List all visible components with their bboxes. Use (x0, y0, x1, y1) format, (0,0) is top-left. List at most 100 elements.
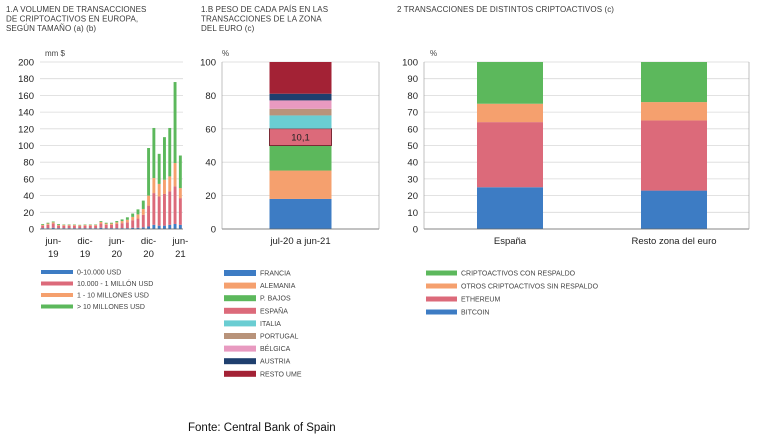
panel-2-bar-segment (641, 120, 707, 191)
panel-1a-xtick-label: jun- (108, 236, 125, 247)
panel-1a-bar-segment (115, 223, 119, 229)
panel-1b-title-line: TRANSACCIONES DE LA ZONA (201, 15, 322, 24)
panel-1b-legend-label: FRANCIA (260, 271, 291, 278)
panel-1a-ytick-label: 180 (18, 74, 34, 85)
panel-1b-legend-swatch (224, 307, 256, 314)
panel-1a-bar-segment (41, 225, 45, 229)
panel-1a-bar-segment (46, 228, 50, 229)
panel-1a-xtick-label: 19 (48, 249, 59, 260)
panel-2-bar-segment (477, 122, 543, 188)
panel-1a-bar-segment (110, 224, 113, 229)
panel-1a-xtick-label: 19 (80, 249, 91, 260)
panel-1a-bar-segment (46, 223, 50, 225)
panel-1a-bar-segment (147, 148, 151, 196)
panel-2-ytick-label: 100 (402, 58, 418, 69)
panel-1b-legend-swatch (224, 320, 256, 327)
panel-1a-xtick-label: jun- (44, 236, 61, 247)
panel-1a-bar-segment (131, 216, 135, 221)
panel-1a-bar-segment (168, 127, 172, 177)
panel-1a-bar-segment (62, 225, 66, 229)
panel-1a-bar-segment (173, 186, 177, 224)
panel-1a-legend-label: 0-10.000 USD (77, 270, 121, 277)
panel-2-bar-segment (641, 62, 707, 103)
panel-1a-bar-segment (178, 155, 182, 189)
panel-2-bar-segment (477, 187, 543, 229)
panel-1a-bar-segment (147, 205, 151, 227)
panel-1a-legend-swatch (41, 293, 73, 297)
panel-1b-legend-label: P. BAJOS (260, 296, 291, 303)
panel-1a-legend-swatch (41, 281, 73, 286)
panel-1b-bar-segment (269, 115, 332, 129)
panel-1b-bar-segment (269, 198, 332, 229)
panel-1a-bar-segment (147, 195, 151, 206)
panel-1a-xtick-label: 20 (143, 249, 154, 260)
panel-1a-title-line: DE CRIPTOACTIVOS EN EUROPA, (6, 15, 138, 24)
panel-2-xtick-label: Resto zona del euro (631, 236, 716, 247)
panel-1a-bar-segment (94, 228, 98, 229)
panel-1b-ytick-label: 100 (200, 58, 216, 69)
panel-1a-bar-segment (125, 217, 129, 220)
panel-1a-bar-segment (72, 228, 76, 229)
panel-1b-legend-label: ITALIA (260, 321, 281, 328)
panel-1a-bar-segment (72, 224, 76, 226)
panel-1a-legend-label: 1 - 10 MILLONES USD (77, 293, 149, 300)
panel-1a-xtick-label: 20 (112, 249, 123, 260)
panel-1a-bar-segment (120, 219, 124, 222)
panel-1b-bar-segment (269, 100, 332, 109)
panel-1b-legend-label: RESTO UME (260, 371, 302, 378)
panel-1a-bar-segment (147, 226, 151, 229)
panel-1b-title-line: DEL EURO (c) (201, 24, 255, 33)
panel-1a-bar-segment (125, 222, 129, 229)
panel-1a-ytick-label: 200 (18, 58, 34, 69)
panel-1b-legend-swatch (224, 282, 256, 289)
panel-1a-bar-segment (168, 224, 172, 229)
panel-1a-bar-segment (83, 225, 87, 229)
panel-1a-bar-segment (57, 224, 60, 226)
panel-1a-bar-segment (173, 223, 177, 229)
panel-1a-ytick-label: 160 (18, 91, 34, 102)
panel-1a-bar-segment (78, 228, 82, 229)
panel-1a-bar-segment (173, 82, 177, 164)
panel-1a-bar-segment (157, 225, 161, 229)
panel-1a-bar-segment (51, 227, 55, 229)
panel-1b-bar-segment (269, 62, 332, 94)
panel-1a-bar-segment (141, 227, 145, 229)
panel-1a-ytick-label: 140 (18, 108, 34, 119)
panel-2-bar-segment (477, 103, 543, 123)
panel-1b-legend-swatch (224, 370, 256, 377)
panel-1a-bar-segment (110, 222, 113, 224)
panel-1b-legend-swatch (224, 270, 256, 276)
panel-1b-ytick-label: 80 (205, 91, 216, 102)
panel-1b-bar-segment (269, 170, 332, 199)
panel-1a-bar-segment (51, 221, 55, 223)
panel-2-unit-label: % (430, 49, 437, 58)
panel-1a-bar-segment (41, 228, 45, 229)
panel-1a-xtick-label: dic- (77, 236, 92, 247)
panel-1b-legend-swatch (224, 295, 256, 302)
panel-1a-bar-segment (136, 209, 140, 215)
panel-1a-bar-segment (46, 222, 50, 224)
panel-1a-bar-segment (163, 193, 166, 226)
panel-1b-legend-swatch (224, 345, 256, 352)
panel-1a-bar-segment (110, 228, 113, 229)
panel-1a-bar-segment (104, 228, 108, 229)
panel-1b-legend-label: ESPAÑA (260, 306, 288, 315)
panel-1a-bar-segment (168, 191, 172, 225)
panel-1a-bar-segment (99, 223, 103, 228)
panel-1b-ytick-label: 40 (205, 158, 216, 169)
panel-1a-bar-segment (125, 219, 129, 223)
panel-2-ytick-label: 80 (407, 91, 418, 102)
panel-1b-legend-swatch (224, 358, 256, 365)
panel-1a-bar-segment (120, 221, 124, 224)
panel-1a-legend-swatch (41, 270, 73, 274)
panel-1b-legend-label: ALEMANIA (260, 283, 296, 290)
panel-1a-bar-segment (178, 188, 182, 199)
panel-1a-bar-segment (72, 225, 76, 229)
panel-1a-bar-segment (41, 223, 45, 225)
panel-1b-ytick-label: 20 (205, 191, 216, 202)
panel-2-xtick-label: España (494, 236, 527, 247)
panel-1a-bar-segment (120, 223, 124, 229)
panel-2-legend-label: OTROS CRIPTOACTIVOS SIN RESPALDO (461, 284, 599, 291)
panel-1a-bar-segment (152, 127, 156, 179)
panel-1a-bar-segment (99, 221, 103, 224)
